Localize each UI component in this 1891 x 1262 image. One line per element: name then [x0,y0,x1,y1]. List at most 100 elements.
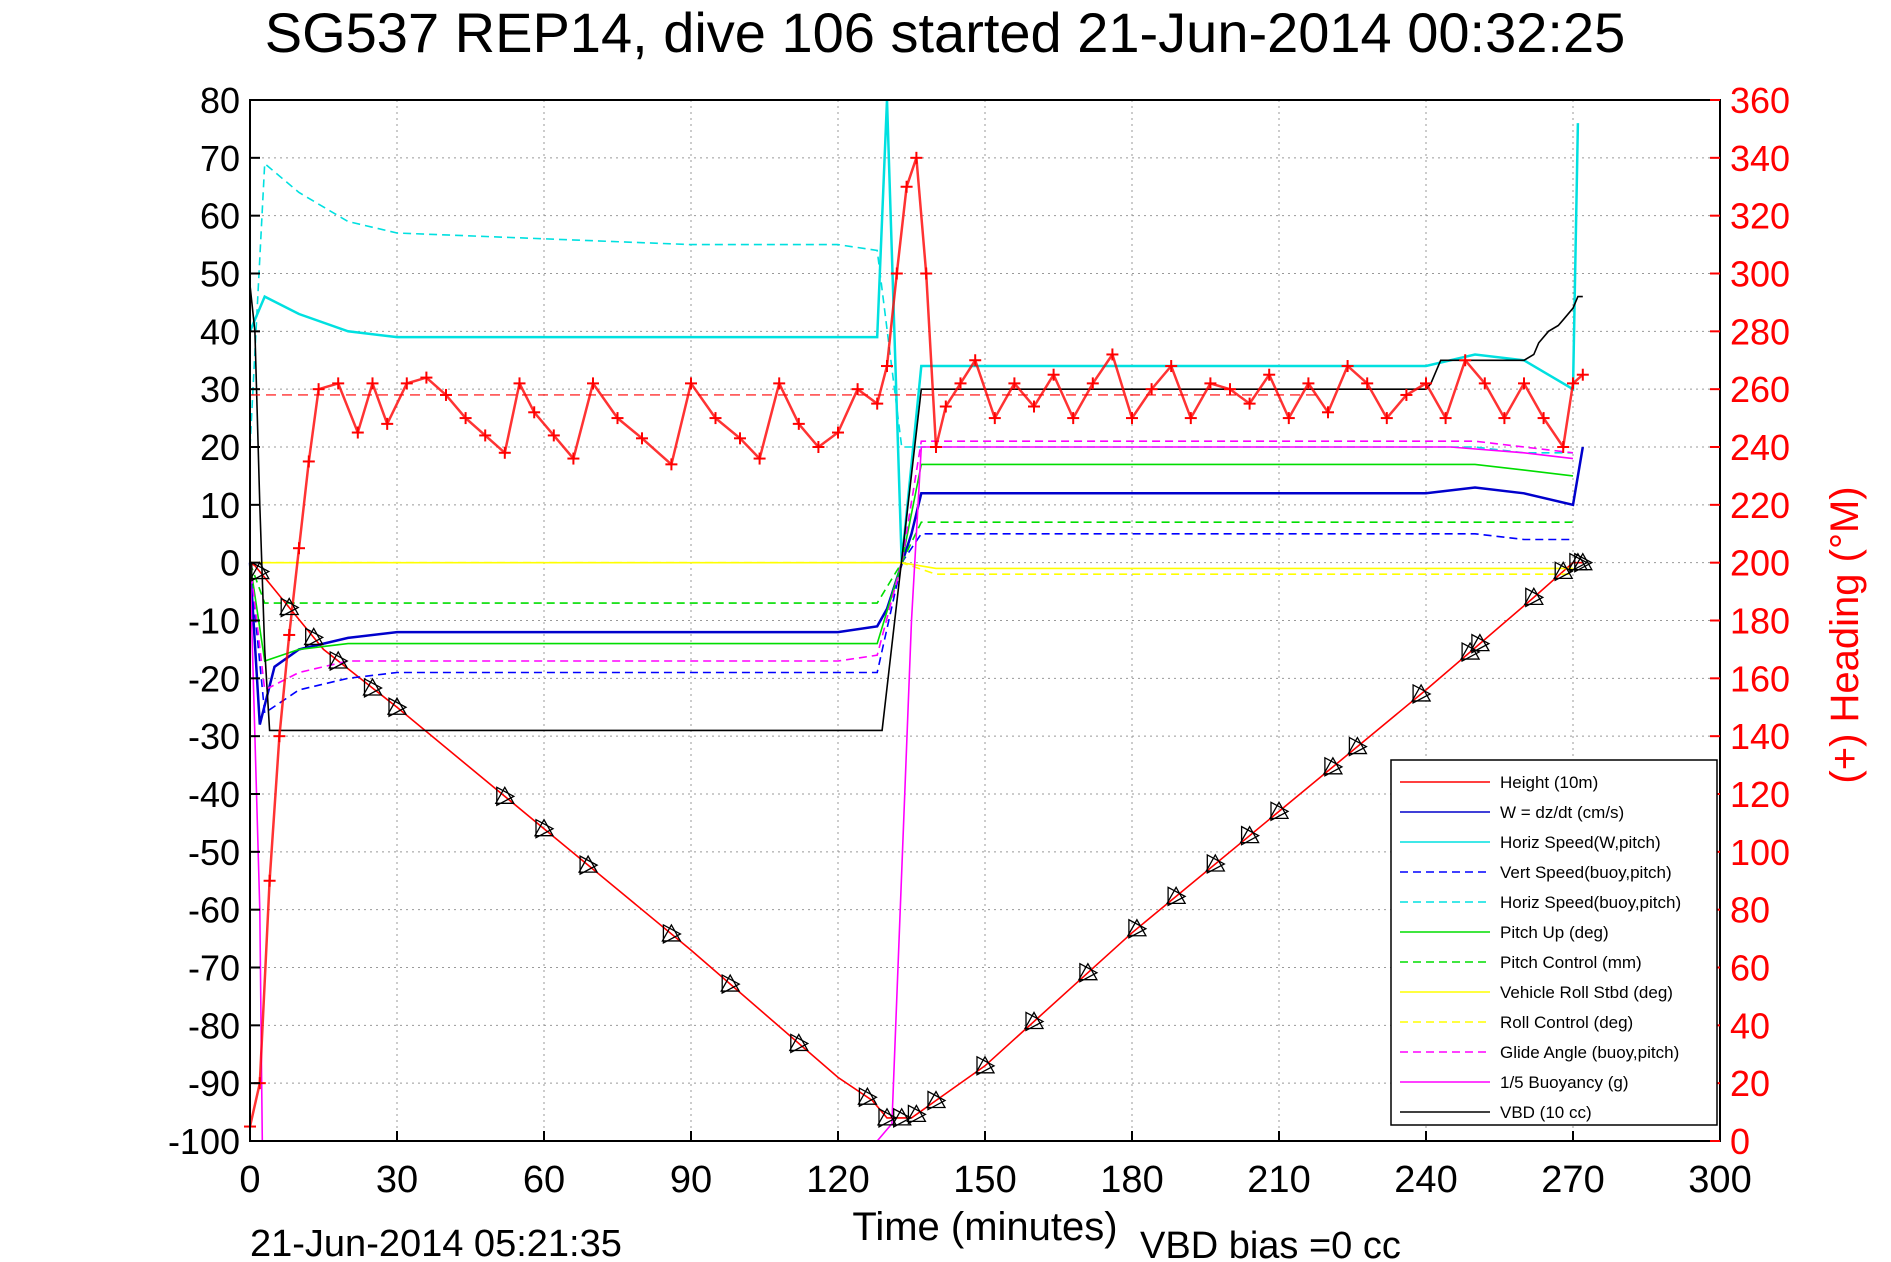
depth-marker-up [906,1104,927,1123]
x-tick-label: 150 [953,1159,1016,1201]
footer-timestamp: 21-Jun-2014 05:21:35 [250,1223,622,1262]
depth-marker-up [249,561,270,580]
series-line-7 [250,561,1573,570]
x-tick-label: 60 [523,1159,565,1201]
y-right-tick-label: 240 [1730,427,1790,468]
depth-marker-up [328,650,349,669]
depth-marker [1077,962,1099,983]
depth-marker [1523,587,1545,608]
legend-label: Pitch Up (deg) [1500,923,1609,942]
x-tick-labels: 0 30 60 90 120 150 180 210 240 270 300 [239,1131,1752,1201]
depth-marker-right [1569,552,1589,573]
depth-marker-up [303,627,324,646]
depth-marker [1410,683,1432,705]
depth-marker-up [1077,962,1099,981]
y-right-tick-label: 40 [1730,1005,1770,1046]
depth-marker-right [1079,962,1099,983]
y-left-tick-label: -20 [188,658,240,699]
legend-label: Glide Angle (buoy,pitch) [1500,1043,1679,1062]
depth-marker [1469,633,1491,654]
y-right-axis-label: (+) Heading (°M) [1823,486,1867,783]
legend-label: 1/5 Buoyancy (g) [1500,1073,1629,1092]
depth-marker [328,650,349,672]
x-tick-label: 180 [1100,1159,1163,1201]
depth-marker [279,597,300,618]
depth-marker-up [1268,801,1290,819]
y-left-tick-label: 30 [200,369,240,410]
heading-markers [244,151,1589,1133]
depth-marker-up [1410,683,1432,702]
y-left-tick-label: 40 [200,311,240,352]
series-line-4 [249,161,1573,454]
depth-marker-right [329,650,349,672]
depth-marker-up [1205,853,1226,872]
x-axis-label: Time (minutes) [852,1205,1117,1249]
y-right-tick-label: 160 [1730,658,1790,699]
depth-marker-right [305,627,325,648]
depth-marker [720,973,741,995]
depth-marker [1126,918,1148,939]
depth-marker-right [388,697,408,718]
depth-marker-up [279,597,300,616]
depth-marker-up [1523,587,1544,606]
depth-marker-right [976,1055,996,1076]
legend-label: Vert Speed(buoy,pitch) [1500,863,1672,882]
y-right-tick-labels: 3603403203002802602402202001801601401201… [1710,80,1790,1162]
depth-marker-up [1572,552,1593,571]
depth-marker-right [721,973,741,995]
legend-label: W = dz/dt (cm/s) [1500,803,1624,822]
depth-marker-up [577,854,599,873]
legend-label: Roll Control (deg) [1500,1013,1633,1032]
x-tick-label: 0 [239,1159,260,1201]
y-right-tick-label: 260 [1730,369,1790,410]
x-tick-label: 240 [1394,1159,1457,1201]
depth-marker-right [878,1107,898,1128]
depth-marker-up [876,1107,898,1126]
depth-marker-right [535,818,555,839]
depth-marker-right [1574,552,1594,573]
depth-marker [494,785,516,807]
depth-marker-up [362,677,383,696]
depth-marker [857,1086,878,1108]
legend-label: Height (10m) [1500,773,1598,792]
depth-marker-right [1167,886,1187,907]
depth-marker [788,1033,810,1054]
depth-marker [577,854,599,876]
y-left-tick-label: 60 [200,196,240,237]
depth-marker-right [1240,825,1260,846]
y-right-tick-label: 180 [1730,601,1790,642]
depth-marker-right [363,677,383,699]
depth-markers [249,552,1594,1128]
y-left-tick-label: -30 [188,716,240,757]
y-left-tick-label: -60 [188,890,240,931]
y-left-tick-label: -70 [188,948,240,989]
y-right-tick-label: 60 [1730,948,1770,989]
depth-marker-up [891,1107,912,1126]
depth-marker-up [1165,886,1187,905]
depth-marker-right [858,1087,878,1108]
depth-marker-up [1553,561,1574,579]
depth-marker-right [1471,633,1491,654]
x-tick-label: 30 [376,1159,418,1201]
legend-label: Horiz Speed(W,pitch) [1500,833,1661,852]
y-left-tick-label: -40 [188,774,240,815]
depth-marker-up [1322,756,1344,775]
y-right-tick-label: 280 [1730,311,1790,352]
depth-marker [1322,756,1344,777]
depth-marker-right [662,923,682,945]
y-right-tick-label: 340 [1730,138,1790,179]
x-tick-label: 210 [1247,1159,1310,1201]
y-right-tick-label: 80 [1730,890,1770,931]
depth-marker [362,677,383,699]
legend: Height (10m) W = dz/dt (cm/s) Horiz Speed(… [1390,759,1718,1126]
series-line-0 [249,561,1583,1119]
depth-marker-up [1023,1011,1045,1030]
depth-marker-right [893,1107,913,1128]
depth-marker [533,818,555,839]
y-left-tick-label: -100 [168,1121,240,1162]
x-tick-label: 120 [806,1159,869,1201]
depth-marker-up [533,818,555,837]
depth-marker [1165,886,1187,907]
depth-marker-right [1461,641,1481,663]
depth-marker [249,561,271,582]
